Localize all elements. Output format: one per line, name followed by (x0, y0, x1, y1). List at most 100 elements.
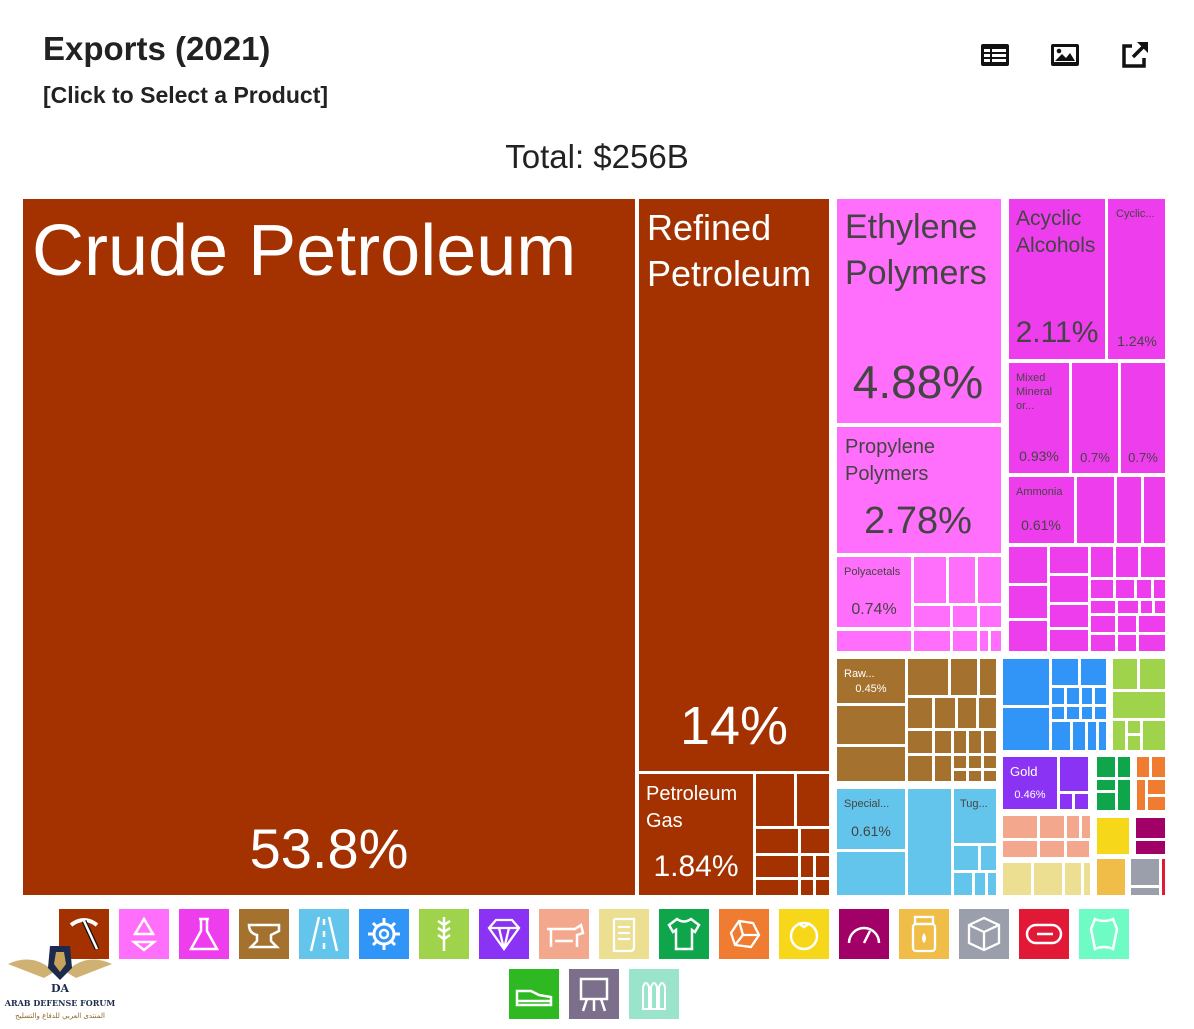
tile-plastics-and-rubbers-17[interactable] (912, 629, 952, 653)
tile-precious-metals-100[interactable] (1058, 755, 1090, 793)
tile-ethylene-polymers[interactable] (835, 197, 1003, 425)
tile-transportation-75[interactable] (973, 871, 987, 897)
tile-raw[interactable] (835, 657, 907, 705)
tile-chemical-products-44[interactable] (1137, 614, 1167, 634)
tile-machines-82[interactable] (1065, 686, 1081, 706)
tile-stone-and-glass-112[interactable] (1146, 795, 1167, 812)
tile-metals-53[interactable] (906, 696, 934, 730)
tile-chemical-products-42[interactable] (1089, 614, 1117, 634)
tile-chemical-products-26[interactable] (1089, 545, 1115, 579)
tile-gold[interactable] (1001, 755, 1059, 811)
tile-machines-77[interactable] (1001, 657, 1051, 707)
tile-plastics-and-rubbers-14[interactable] (951, 604, 979, 629)
tile-plastics-and-rubbers-18[interactable] (951, 629, 979, 653)
tile-machines-78[interactable] (1001, 706, 1051, 752)
image-download-button[interactable] (1048, 38, 1082, 72)
tile-chemical-products-28[interactable] (1139, 545, 1167, 579)
tile-metals-55[interactable] (956, 696, 978, 730)
tile-chemical-products-23[interactable] (1142, 475, 1167, 545)
tile-paper-goods-124[interactable] (1032, 861, 1064, 897)
tile-paper-goods-125[interactable] (1063, 861, 1083, 897)
tile-metals-48[interactable] (906, 657, 950, 697)
tile-textiles-105[interactable] (1095, 778, 1117, 792)
tile-stone-and-glass-111[interactable] (1146, 778, 1167, 796)
tile-plastics-and-rubbers-16[interactable] (835, 629, 913, 653)
tile-chemical-products-47[interactable] (1137, 633, 1167, 653)
tile-mineral-products-0[interactable] (754, 772, 796, 828)
tile-plastics-and-rubbers-10[interactable] (912, 555, 948, 605)
tile-metals-49[interactable] (949, 657, 979, 697)
tile-special[interactable] (835, 787, 907, 851)
tile-chemical-products-25[interactable] (1048, 545, 1090, 575)
tile-chemical-products-35[interactable] (1007, 619, 1049, 653)
tile-stone-and-glass-109[interactable] (1150, 755, 1167, 779)
tile-chemical-products-27[interactable] (1114, 545, 1140, 579)
tile-transportation-73[interactable] (979, 844, 998, 872)
tile-chemical-products-31[interactable] (1089, 578, 1115, 600)
tile-mineral-products-2[interactable] (754, 827, 800, 855)
tile-vegetable-products-93[interactable] (1111, 657, 1139, 691)
tile-instruments-121[interactable] (1134, 816, 1167, 840)
tile-metals-50[interactable] (978, 657, 998, 697)
tile-metals-66[interactable] (982, 754, 998, 770)
legend-machines[interactable] (359, 909, 409, 959)
tile-ammonia[interactable] (1007, 475, 1076, 545)
tile-textiles-106[interactable] (1095, 791, 1117, 812)
tile-chemical-products-37[interactable] (1089, 599, 1117, 615)
tile-mineral-products-7[interactable] (754, 878, 800, 897)
tile-machines-84[interactable] (1093, 686, 1108, 706)
tile-chemical-products-34[interactable] (1152, 578, 1167, 600)
tile-plastics-and-rubbers-19[interactable] (978, 629, 990, 653)
tile-metals-60[interactable] (967, 729, 983, 755)
tile-stone-and-glass-108[interactable] (1135, 755, 1151, 779)
tile-textiles-107[interactable] (1116, 778, 1132, 812)
tile-tug[interactable] (952, 787, 998, 845)
tile-machines-83[interactable] (1080, 686, 1094, 706)
tile-vegetable-products-96[interactable] (1111, 719, 1127, 752)
tile-vegetable-products-95[interactable] (1111, 690, 1167, 720)
tile-polyacetals[interactable] (835, 555, 913, 629)
tile-transportation-72[interactable] (952, 844, 980, 872)
tile-mineral-products-4[interactable] (754, 854, 800, 879)
tile-textiles-103[interactable] (1095, 755, 1117, 779)
tile-vegetable-products-98[interactable] (1141, 719, 1167, 752)
tile-mineral-products-5[interactable] (799, 854, 815, 879)
tile-mineral-products-9[interactable] (814, 878, 831, 897)
legend-animal-products[interactable] (539, 909, 589, 959)
tile-mixed-mineral-or[interactable] (1007, 361, 1071, 475)
tile-transportation-71[interactable] (835, 850, 907, 897)
tile-chemical-products-33[interactable] (1135, 578, 1153, 600)
tile-animal-products-119[interactable] (1065, 839, 1091, 859)
legend-plastics-and-rubbers[interactable] (119, 909, 169, 959)
tile-machines-80[interactable] (1079, 657, 1108, 687)
tile-wood-products-130[interactable] (1160, 857, 1167, 897)
table-view-button[interactable] (978, 38, 1012, 72)
tile-chemical-products-21[interactable] (1075, 475, 1116, 545)
tile-chemical-products-43[interactable] (1116, 614, 1138, 634)
tile-animal-products-117[interactable] (1001, 839, 1039, 859)
tile-paper-goods-126[interactable] (1082, 861, 1092, 897)
tile-metals-61[interactable] (982, 729, 998, 755)
tile-metals-64[interactable] (952, 754, 968, 770)
tile-machines-88[interactable] (1093, 705, 1108, 721)
tile-plastics-and-rubbers-20[interactable] (989, 629, 1003, 653)
tile-plastics-and-rubbers-15[interactable] (978, 604, 1003, 629)
legend-animal-hides[interactable] (1079, 909, 1129, 959)
tile-metals-51[interactable] (835, 704, 907, 746)
tile-metals-57[interactable] (906, 729, 934, 755)
tile-instruments-122[interactable] (1134, 839, 1167, 856)
tile-metals-54[interactable] (933, 696, 957, 730)
legend-weapons[interactable] (629, 969, 679, 1019)
tile-chemical-products-22[interactable] (1115, 475, 1143, 545)
tile-animal-products-118[interactable] (1038, 839, 1066, 859)
tile-textiles-104[interactable] (1116, 755, 1132, 779)
legend-metals[interactable] (239, 909, 289, 959)
tile-machines-81[interactable] (1050, 686, 1066, 706)
tile-animal-products-115[interactable] (1065, 814, 1081, 840)
tile-cyclic[interactable] (1106, 197, 1167, 361)
tile-machines-89[interactable] (1050, 720, 1072, 752)
tile-transportation-76[interactable] (986, 871, 998, 897)
tile-mineral-products-8[interactable] (799, 878, 815, 897)
tile-chemical-products-30[interactable] (1048, 574, 1090, 604)
legend-textiles[interactable] (659, 909, 709, 959)
